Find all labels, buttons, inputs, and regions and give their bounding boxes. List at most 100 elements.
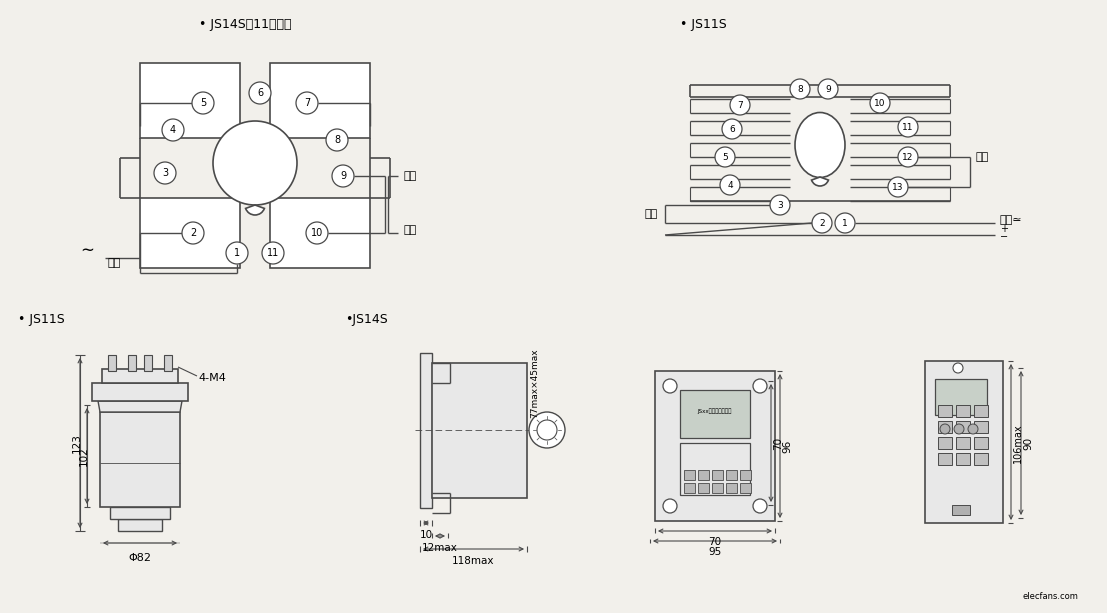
Bar [956, 437, 970, 449]
Circle shape [262, 242, 284, 264]
Circle shape [770, 195, 790, 215]
Circle shape [182, 222, 204, 244]
Circle shape [730, 95, 751, 115]
Bar [699, 470, 708, 480]
Bar [935, 379, 987, 415]
Bar [726, 470, 737, 480]
Circle shape [213, 121, 297, 205]
Bar [432, 363, 527, 498]
Circle shape [226, 242, 248, 264]
Text: 4: 4 [170, 125, 176, 135]
Bar [712, 470, 723, 480]
Bar [92, 383, 188, 401]
Bar [938, 453, 952, 465]
Circle shape [663, 379, 677, 393]
Circle shape [953, 363, 963, 373]
Circle shape [192, 92, 214, 114]
Text: −: − [1000, 232, 1008, 242]
Text: 96: 96 [782, 440, 792, 452]
Circle shape [663, 499, 677, 513]
Text: 7: 7 [304, 98, 310, 108]
Circle shape [835, 213, 855, 233]
Bar [699, 483, 708, 493]
Circle shape [715, 147, 735, 167]
Bar [164, 355, 172, 371]
Text: • JS14S（11端子）: • JS14S（11端子） [199, 18, 291, 31]
Bar [680, 443, 751, 495]
Text: 10: 10 [875, 99, 886, 107]
Bar [938, 421, 952, 433]
Text: 5: 5 [722, 153, 728, 161]
Ellipse shape [795, 113, 845, 178]
Text: 电源≃: 电源≃ [1000, 215, 1023, 225]
Bar [739, 483, 751, 493]
Text: 95: 95 [708, 547, 722, 557]
Bar [100, 412, 180, 507]
Text: • JS11S: • JS11S [680, 18, 727, 31]
Circle shape [249, 82, 271, 104]
Text: 13: 13 [892, 183, 903, 191]
Bar [139, 198, 240, 268]
Circle shape [325, 129, 348, 151]
Bar [110, 507, 170, 519]
Text: • JS11S: • JS11S [18, 313, 64, 326]
Text: 106max: 106max [1013, 423, 1023, 463]
Circle shape [968, 424, 977, 434]
Text: 复零: 复零 [975, 152, 989, 162]
Bar [712, 483, 723, 493]
Text: 8: 8 [797, 85, 803, 94]
Polygon shape [99, 401, 182, 412]
Wedge shape [811, 177, 828, 186]
Bar [956, 453, 970, 465]
Text: 8: 8 [334, 135, 340, 145]
Text: 12max: 12max [422, 543, 458, 553]
Bar [128, 355, 136, 371]
Text: 2: 2 [190, 228, 196, 238]
Text: 6: 6 [730, 124, 735, 134]
Bar [925, 361, 1003, 523]
Circle shape [753, 379, 767, 393]
Text: 77max×45max: 77max×45max [530, 348, 539, 418]
Bar [684, 483, 695, 493]
Text: 7: 7 [737, 101, 743, 110]
Bar [956, 405, 970, 417]
Circle shape [790, 79, 810, 99]
Circle shape [870, 93, 890, 113]
Text: 1: 1 [842, 218, 848, 227]
Bar [974, 453, 989, 465]
Bar [739, 470, 751, 480]
Text: 4: 4 [727, 180, 733, 189]
Text: 3: 3 [777, 200, 783, 210]
Text: 1: 1 [234, 248, 240, 258]
Text: 70: 70 [708, 537, 722, 547]
Circle shape [940, 424, 950, 434]
Bar [974, 405, 989, 417]
Bar [655, 371, 775, 521]
Text: JSxx数显时间继电器: JSxx数显时间继电器 [697, 408, 732, 414]
Text: 4-M4: 4-M4 [198, 373, 226, 383]
Circle shape [154, 162, 176, 184]
Bar [118, 519, 162, 531]
Bar [144, 355, 152, 371]
Bar [270, 63, 370, 138]
Text: elecfans.com: elecfans.com [1022, 592, 1078, 601]
Bar [956, 421, 970, 433]
Circle shape [813, 213, 832, 233]
Text: 3: 3 [162, 168, 168, 178]
Circle shape [898, 147, 918, 167]
Text: 5: 5 [200, 98, 206, 108]
Text: 102: 102 [79, 446, 89, 466]
Bar [139, 63, 240, 138]
Text: 10: 10 [420, 530, 433, 540]
Bar [726, 483, 737, 493]
Bar [102, 369, 178, 383]
Bar [680, 390, 751, 438]
Text: 2: 2 [819, 218, 825, 227]
Text: 6: 6 [257, 88, 263, 98]
Text: 90: 90 [1023, 436, 1033, 449]
Text: 118max: 118max [452, 556, 494, 566]
Text: 10: 10 [311, 228, 323, 238]
Bar [974, 421, 989, 433]
Bar [938, 437, 952, 449]
Text: •JS14S: •JS14S [345, 313, 387, 326]
